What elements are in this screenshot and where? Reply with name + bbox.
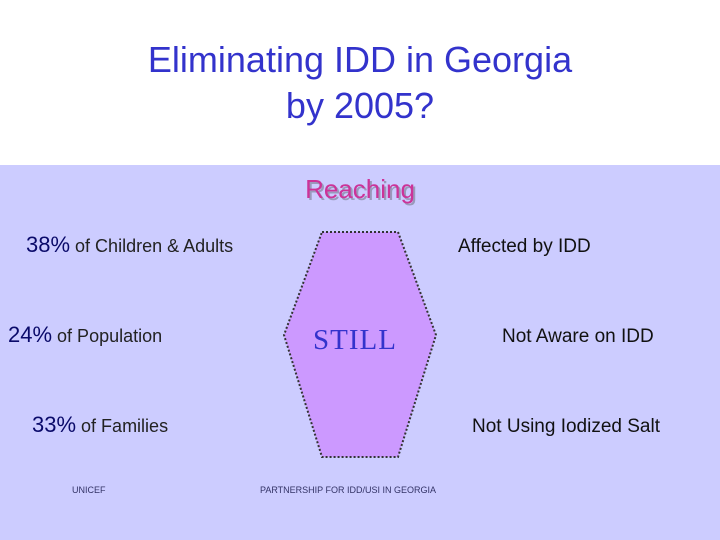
stat-description: of Population <box>52 326 163 346</box>
condition-affected: Affected by IDD <box>458 236 591 257</box>
content-panel <box>0 165 720 540</box>
stat-description: of Children & Adults <box>70 236 234 256</box>
footer-unicef: UNICEF <box>72 485 106 495</box>
title-area: Eliminating IDD in Georgia by 2005? <box>0 0 720 165</box>
stat-percent: 24% <box>8 322 53 347</box>
slide-title-line2: by 2005? <box>285 85 435 126</box>
stat-percent: 33% <box>32 412 77 437</box>
condition-not-aware: Not Aware on IDD <box>502 326 654 347</box>
condition-not-using-salt: Not Using Iodized Salt <box>472 416 660 437</box>
stat-percent: 38% <box>26 232 71 257</box>
slide-title-line1: Eliminating IDD in Georgia <box>147 39 573 80</box>
footer-partnership: PARTNERSHIP FOR IDD/USI IN GEORGIA <box>260 485 437 495</box>
hexagon-shape <box>282 231 438 458</box>
reaching-heading: Reaching <box>305 174 415 204</box>
stat-description: of Families <box>76 416 169 436</box>
stat-population: 24% of Population <box>8 322 162 348</box>
still-label: STILL <box>313 324 397 356</box>
stat-families: 33% of Families <box>32 412 168 438</box>
stat-children-adults: 38% of Children & Adults <box>26 232 233 258</box>
